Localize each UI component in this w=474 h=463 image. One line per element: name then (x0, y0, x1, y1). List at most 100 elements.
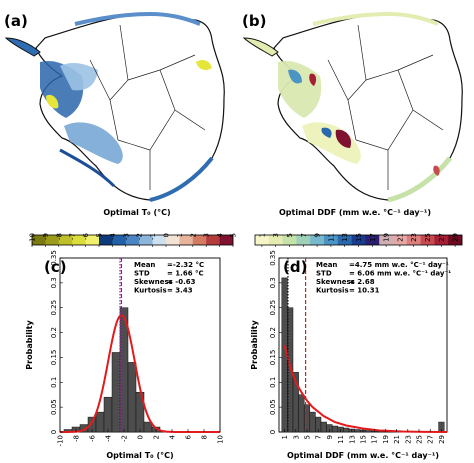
stat-label: Skewness (316, 278, 355, 286)
y-tick-label: 0.25 (269, 300, 277, 316)
stat-value: =-2.32 °C (167, 261, 204, 269)
x-tick-label: 9 (326, 435, 334, 439)
histogram-bar (343, 427, 350, 433)
colorbar-a-swatch (219, 235, 234, 245)
colorbar-a-tick-label: -2 (136, 233, 144, 240)
map-b: (b) (242, 11, 463, 203)
x-tick-label: 3 (292, 435, 300, 439)
histogram-bar (111, 352, 121, 433)
histogram-bar (95, 411, 105, 433)
colorbar-a-tick-label: -7 (69, 233, 77, 240)
stat-label: Mean (316, 261, 337, 269)
colorbar-b-ticks: 1 3 5 7 9 11 13 15 17 19 21 23 25 27 29 (258, 233, 460, 247)
x-axis-label: Optimal DDF (mm w.e. °C⁻¹ day⁻¹) (287, 451, 439, 460)
peninsula-b (242, 37, 279, 57)
colorbar-b-tick-label: 11 (327, 233, 335, 242)
colorbar-b-tick-label: 13 (341, 233, 349, 242)
colorbar-a-swatch (179, 235, 194, 245)
stat-value: = 3.43 (167, 287, 193, 295)
basin-lines-a (89, 24, 206, 190)
histogram-bar (298, 394, 305, 433)
stat-label: STD (316, 270, 332, 278)
histogram-bar (354, 429, 361, 433)
colorbar-b-tick-label: 25 (424, 233, 432, 242)
colorbar-b-swatch (448, 235, 463, 245)
colorbar-a-swatch (125, 235, 140, 245)
x-tick-label: 29 (438, 435, 446, 444)
colorbar-a-swatch (192, 235, 207, 245)
y-tick-label: 0.25 (50, 300, 58, 316)
x-tick-label: -4 (105, 434, 113, 442)
y-tick-label: 0.2 (50, 327, 58, 338)
y-tick-label: 0.15 (269, 350, 277, 366)
panel-label-a: (a) (4, 12, 28, 30)
y-tick-label: 0.3 (50, 277, 58, 288)
colorbar-a-tick-label: -4 (109, 232, 117, 240)
colorbar-a-tick-label: 0 (163, 233, 171, 237)
colorbar-b-tick-label: 29 (452, 233, 460, 242)
x-tick-label: 4 (169, 434, 177, 439)
stat-label: Skewness (134, 278, 173, 286)
histogram-d: 00.050.10.150.20.250.30.351 3 5 7 9 11 13 15 17 1… (250, 250, 451, 460)
yellow-patch-a2 (196, 60, 212, 70)
x-tick-label: -8 (73, 435, 81, 442)
plot-frame (278, 257, 448, 433)
colorbar-a-swatch (32, 235, 46, 245)
x-tick-label: 25 (416, 435, 424, 444)
colorbar-b-swatch (268, 235, 283, 245)
x-tick-label: 17 (371, 435, 379, 444)
fit-curve (60, 314, 220, 433)
colorbar-b-swatch (337, 235, 352, 245)
x-tick-label: -10 (57, 435, 65, 446)
colorbar-a-swatch (166, 235, 180, 245)
colorbar-b-tick-label: 27 (438, 233, 446, 242)
x-tick-label: 1 (281, 435, 289, 439)
ross-blue-b (321, 127, 332, 138)
histogram-bar (365, 430, 372, 433)
x-tick-label: 5 (304, 435, 312, 439)
colorbar-a-tick-label: 1 (176, 233, 184, 237)
x-axis-label: Optimal T₀ (°C) (106, 451, 173, 460)
north-coast-b (312, 11, 439, 26)
colorbar-a-swatch (112, 235, 127, 245)
y-tick-label: 0.15 (50, 350, 58, 366)
stat-label: Mean (134, 261, 155, 269)
colorbar-a-tick-label: -5 (96, 233, 104, 240)
histogram-c: 0 0.05 0.1 0.15 0.2 0.25 0.3 0.35 -10 -8 -6 -4 -2 0 2 4… (25, 250, 225, 460)
x-tick-label: 21 (393, 435, 401, 444)
colorbar-a-tick-label: 3 (203, 233, 211, 237)
x-tick-label: 6 (185, 434, 193, 439)
x-tick-label: 13 (348, 435, 356, 444)
stat-value: = -0.63 (167, 278, 196, 286)
colorbar-b-tick-label: 9 (314, 233, 322, 237)
colorbar-a-swatch (206, 235, 220, 245)
colorbar-a-ticks: -10 -9 -8 -7 -6 -5 -4 -3 -2 -1 0 1 2 3 4 5 (29, 232, 238, 247)
y-tick-label: 0.35 (269, 250, 277, 266)
colorbar-b-swatch (406, 235, 421, 245)
colorbar-b-swatch (351, 235, 366, 245)
colorbar-a (31, 234, 234, 246)
y-tick-label: 0.05 (269, 399, 277, 415)
colorbar-b-tick-label: 21 (396, 233, 404, 242)
weddell-region-a (60, 63, 98, 91)
y-tick-label: 0.1 (50, 377, 58, 388)
y-axis-label: Probability (25, 320, 34, 370)
x-tick-label: 8 (201, 435, 209, 439)
colorbar-a-swatch (85, 235, 100, 245)
x-tick-label: 19 (382, 435, 390, 444)
colorbar-a-tick-label: -8 (55, 233, 63, 240)
colorbar-b-swatch (310, 235, 325, 245)
fit-curve (283, 344, 448, 433)
colorbar-b-tick-label: 17 (369, 233, 377, 242)
histogram-bar (331, 425, 339, 433)
colorbar-b-tick-label: 7 (300, 233, 308, 237)
stat-value: = 1.66 °C (167, 270, 204, 278)
colorbar-b-tick-label: 23 (410, 233, 418, 242)
colorbar-b-swatch (420, 235, 435, 245)
colorbar-a-swatch (58, 235, 73, 245)
colorbar-b (254, 234, 463, 246)
colorbar-b-tick-label: 1 (258, 233, 266, 237)
colorbar-b-swatch (365, 235, 380, 245)
panel-label-c: (c) (44, 258, 67, 276)
stat-value: = 6.06 mm w.e. °C⁻¹ day⁻¹ (349, 270, 451, 278)
